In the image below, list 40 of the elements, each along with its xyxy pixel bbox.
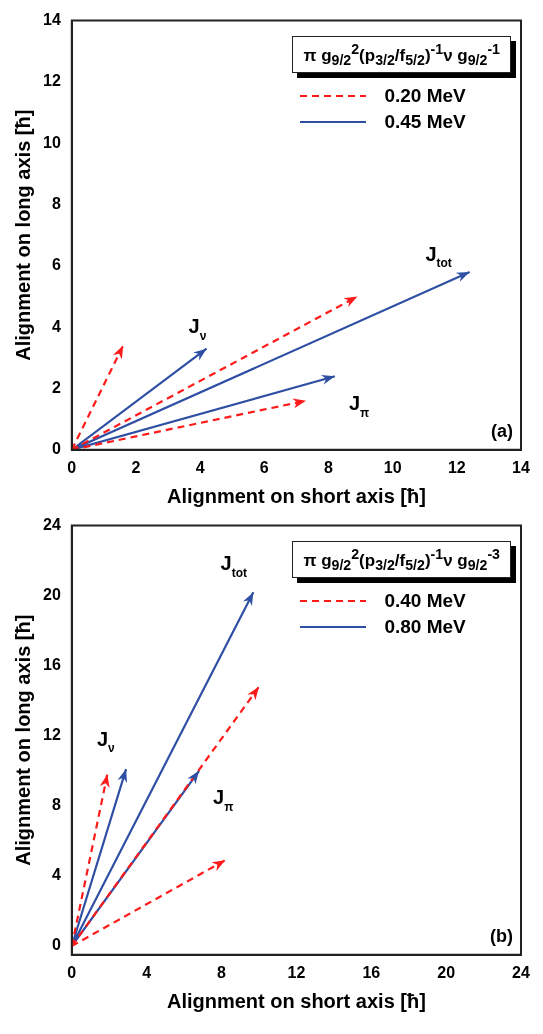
x-axis-title: Alignment on short axis [ħ] xyxy=(166,989,426,1012)
y-tick-label: 20 xyxy=(43,586,61,604)
y-axis-title: Alignment on long axis [ħ] xyxy=(11,614,34,866)
x-tick-label: 12 xyxy=(447,458,466,476)
y-tick-label: 8 xyxy=(51,194,61,212)
y-tick-label: 12 xyxy=(43,726,61,744)
y-axis-title: Alignment on long axis [ħ] xyxy=(11,109,34,361)
y-tick-label: 12 xyxy=(43,72,61,90)
x-tick-label: 0 xyxy=(67,963,77,981)
x-tick-label: 4 xyxy=(195,458,205,476)
x-tick-label: 12 xyxy=(287,963,306,981)
annotation: (a) xyxy=(491,420,514,441)
x-axis-title: Alignment on short axis [ħ] xyxy=(166,484,426,507)
x-tick-label: 20 xyxy=(437,963,456,981)
y-tick-label: 0 xyxy=(51,936,61,954)
x-tick-label: 2 xyxy=(131,458,141,476)
x-tick-label: 8 xyxy=(324,458,334,476)
y-tick-label: 16 xyxy=(43,656,61,674)
legend-label: 0.20 MeV xyxy=(384,85,466,108)
x-tick-label: 24 xyxy=(512,963,530,981)
y-tick-label: 24 xyxy=(43,516,61,534)
x-tick-label: 0 xyxy=(67,458,77,476)
y-tick-label: 6 xyxy=(51,256,61,274)
annotation: (b) xyxy=(490,925,514,946)
y-tick-label: 4 xyxy=(51,317,61,335)
x-tick-label: 10 xyxy=(383,458,402,476)
legend-label: 0.80 MeV xyxy=(384,616,466,639)
x-tick-label: 8 xyxy=(217,963,227,981)
x-tick-label: 4 xyxy=(142,963,152,981)
legend-label: 0.40 MeV xyxy=(384,590,466,613)
y-tick-label: 8 xyxy=(51,796,61,814)
y-tick-label: 10 xyxy=(43,133,61,151)
x-tick-label: 6 xyxy=(259,458,269,476)
x-tick-label: 14 xyxy=(512,458,530,476)
y-tick-label: 2 xyxy=(51,378,61,396)
y-tick-label: 14 xyxy=(43,11,61,29)
x-tick-label: 16 xyxy=(362,963,381,981)
legend-label: 0.45 MeV xyxy=(384,111,466,134)
y-tick-label: 4 xyxy=(51,866,61,884)
y-tick-label: 0 xyxy=(51,440,61,458)
